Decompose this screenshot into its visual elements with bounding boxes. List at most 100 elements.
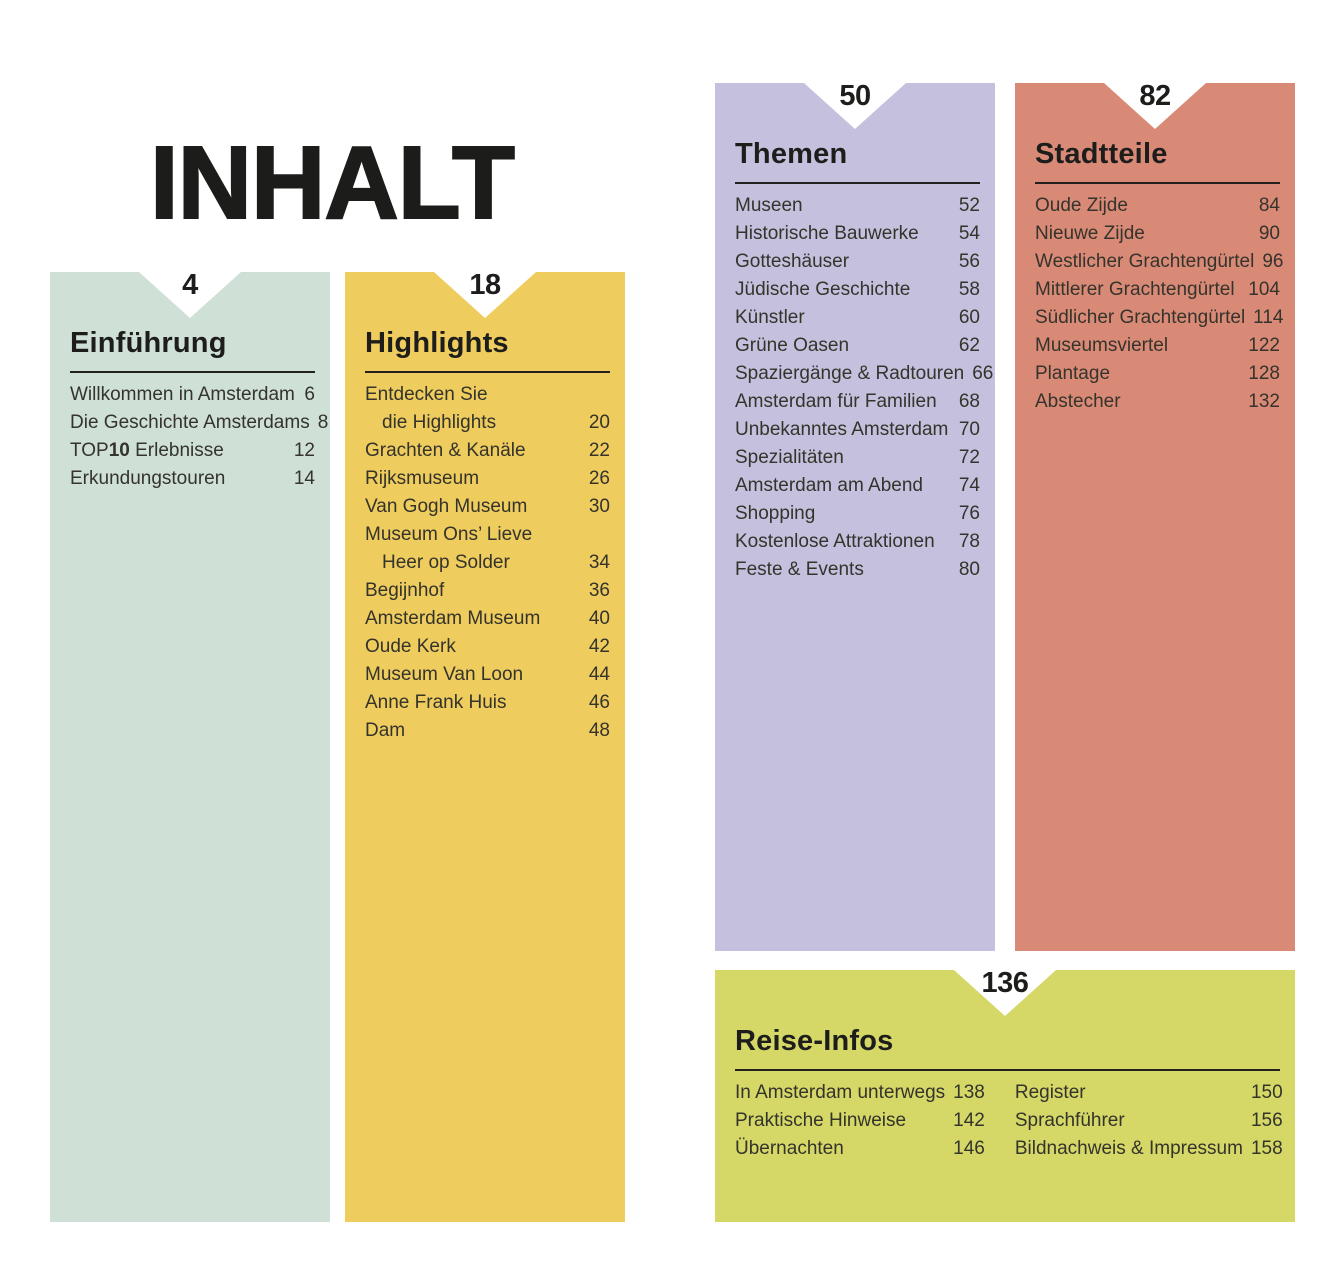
toc-entry-label: Historische Bauwerke [735,223,919,244]
toc-entry-page: 34 [588,552,610,573]
toc-entry-label: Künstler [735,307,805,328]
toc-entry: Die Geschichte Amsterdams 8 [70,409,328,437]
toc-entry-label: Museen [735,195,803,216]
toc-entry-label: In Amsterdam unterwegs [735,1082,946,1103]
title-divider [70,371,315,373]
toc-entry-page: 138 [953,1082,985,1103]
toc-entry: Rijksmuseum 26 [365,465,610,493]
toc-list-right: Register 150 Sprachführer 156 Bildnachwe… [1015,1079,1283,1163]
toc-entry-label: Shopping [735,503,816,524]
toc-entry-label: Plantage [1035,363,1111,384]
toc-entry-page: 132 [1248,391,1280,412]
toc-entry: Anne Frank Huis 46 [365,689,610,717]
toc-entry-page: 156 [1250,1110,1283,1131]
toc-entry: Südlicher Grachtengürtel 114 [1035,304,1283,332]
toc-entry-page: 122 [1248,335,1280,356]
section-start-page: 82 [1139,80,1171,112]
toc-entry-label: Feste & Events [735,559,864,580]
section-start-page: 18 [469,269,501,301]
toc-entry-label: Register [1014,1082,1086,1103]
toc-entry-label: Sprachführer [1014,1110,1125,1131]
notch-triangle [804,83,906,129]
toc-entry-page: 6 [304,384,315,405]
toc-entry-label: Museumsviertel [1035,335,1169,356]
section-themen: 50 Themen Museen 52 Historische Bauwerke… [715,80,995,951]
toc-entry: Willkommen in Amsterdam 6 [70,381,315,409]
section-title: Highlights [365,327,509,359]
toc-entry: Bildnachweis & Impressum 158 [1015,1135,1283,1163]
toc-entry: Gotteshäuser 56 [735,248,980,276]
toc-entry: Amsterdam Museum 40 [365,605,610,633]
toc-list: Entdecken Sie die Highlights 20 Grachten … [365,381,610,745]
toc-entry: Spezialitäten 72 [735,444,980,472]
toc-entry-page: 62 [958,335,980,356]
toc-entry-label: Unbekanntes Amsterdam [735,419,949,440]
toc-entry: Nieuwe Zijde 90 [1035,220,1280,248]
toc-entry: Van Gogh Museum 30 [365,493,610,521]
toc-entry-page: 68 [958,391,980,412]
toc-entry-page: 58 [958,279,980,300]
section-title: Reise-Infos [735,1025,894,1057]
toc-entry-page: 40 [588,608,610,629]
toc-entry: Künstler 60 [735,304,980,332]
toc-entry-label: Oude Kerk [365,636,456,657]
toc-entry: Sprachführer 156 [1015,1107,1283,1135]
title-divider [365,371,610,373]
section-title: Stadtteile [1035,138,1168,170]
section-stadtteile: 82 Stadtteile Oude Zijde 84 Nieuwe Zijde… [1015,80,1295,951]
toc-entry: In Amsterdam unterwegs 138 [735,1079,985,1107]
toc-entry-label: Grüne Oasen [735,335,850,356]
toc-entry: Oude Kerk 42 [365,633,610,661]
toc-entry-page: 150 [1250,1082,1283,1103]
toc-list-left: In Amsterdam unterwegs 138 Praktische Hi… [735,1079,985,1163]
toc-entry-page: 76 [958,503,980,524]
notch-triangle [1104,83,1206,129]
toc-entry-page: 36 [588,580,610,601]
toc-entry-page: 56 [958,251,980,272]
toc-entry-label: Entdecken Sie die Highlights [365,384,497,433]
toc-entry-label: Amsterdam Museum [365,608,541,629]
section-title: Themen [735,138,848,170]
toc-entry-label: Amsterdam am Abend [735,475,923,496]
toc-entry-page: 72 [958,447,980,468]
toc-entry-page: 78 [958,531,980,552]
toc-entry: Grüne Oasen 62 [735,332,980,360]
title-divider [735,182,980,184]
toc-entry: Register 150 [1015,1079,1283,1107]
notch-triangle [954,970,1056,1016]
toc-entry-label: Mittlerer Grachtengürtel [1035,279,1235,300]
toc-entry-page: 80 [958,559,980,580]
toc-entry: Dam 48 [365,717,610,745]
toc-columns: In Amsterdam unterwegs 138 Praktische Hi… [735,1079,1283,1163]
title-divider [735,1069,1280,1071]
toc-entry-label: Amsterdam für Familien [735,391,937,412]
toc-entry-label: Abstecher [1035,391,1121,412]
toc-entry-page: 146 [953,1138,985,1159]
toc-entry-label: Jüdische Geschichte [735,279,911,300]
toc-entry: Amsterdam für Familien 68 [735,388,980,416]
toc-entry: Westlicher Grachtengürtel 96 [1035,248,1283,276]
page-title: INHALT [149,125,516,240]
toc-entry-label: Gotteshäuser [735,251,850,272]
toc-entry-page: 22 [588,440,610,461]
toc-entry-page: 66 [972,363,994,384]
toc-entry-label: Übernachten [735,1138,844,1159]
toc-entry-page: 84 [1258,195,1280,216]
section-einfuehrung: 4 Einführung Willkommen in Amsterdam 6 D… [50,269,330,1222]
notch-triangle [434,272,536,318]
section-start-page: 50 [839,80,871,112]
toc-entry-label: Museum Van Loon [365,664,524,685]
toc-entry-page: 158 [1250,1138,1283,1159]
toc-entry-page: 142 [953,1110,985,1131]
toc-entry-page: 52 [958,195,980,216]
toc-entry-label: Kostenlose Attraktionen [735,531,935,552]
toc-entry: Historische Bauwerke 54 [735,220,980,248]
toc-entry-label: Begijnhof [365,580,445,601]
toc-entry-label: Anne Frank Huis [365,692,507,713]
toc-entry: Kostenlose Attraktionen 78 [735,528,980,556]
toc-entry-page: 70 [958,419,980,440]
toc-entry-label: Grachten & Kanäle [365,440,526,461]
toc-entry: Shopping 76 [735,500,980,528]
toc-list: Museen 52 Historische Bauwerke 54 Gottes… [735,192,993,584]
